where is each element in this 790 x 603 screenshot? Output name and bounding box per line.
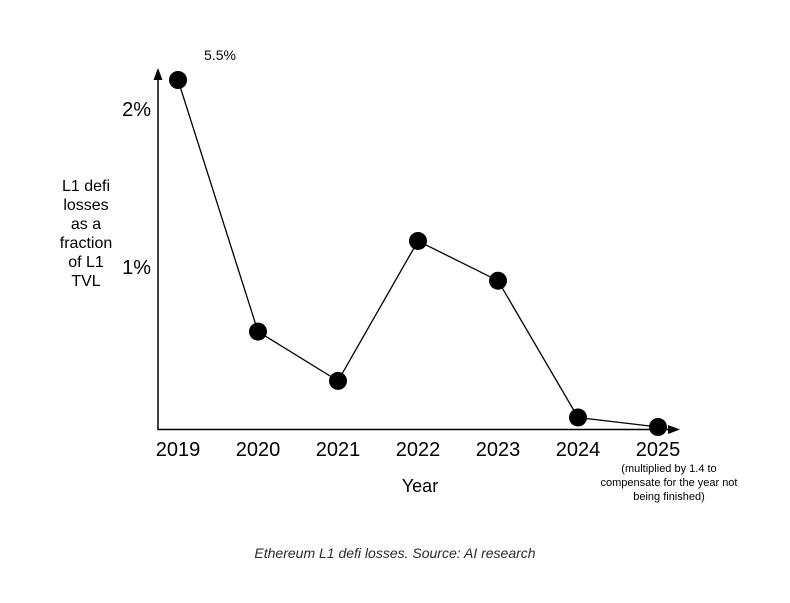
x-tick-2024: 2024 <box>555 439 601 461</box>
chart-caption: Ethereum L1 defi losses. Source: AI rese… <box>254 545 536 561</box>
y-tick-label-1pct: 1% <box>122 257 151 279</box>
y-axis-title: L1 defi losses as a fraction of L1 TVL <box>59 178 113 290</box>
x-tick-2019: 2019 <box>155 439 201 461</box>
x-tick-2020: 2020 <box>235 439 281 461</box>
x-axis-2025-note: (multiplied by 1.4 to compensate for the… <box>600 463 738 503</box>
x-tick-2023: 2023 <box>475 439 521 461</box>
point-annotation-2019: 5.5% <box>204 47 236 63</box>
x-tick-2025: 2025 <box>635 439 681 461</box>
y-tick-label-2pct: 2% <box>122 99 151 121</box>
x-tick-2021: 2021 <box>315 439 361 461</box>
x-axis-title: Year <box>401 476 439 496</box>
x-tick-2022: 2022 <box>395 439 441 461</box>
